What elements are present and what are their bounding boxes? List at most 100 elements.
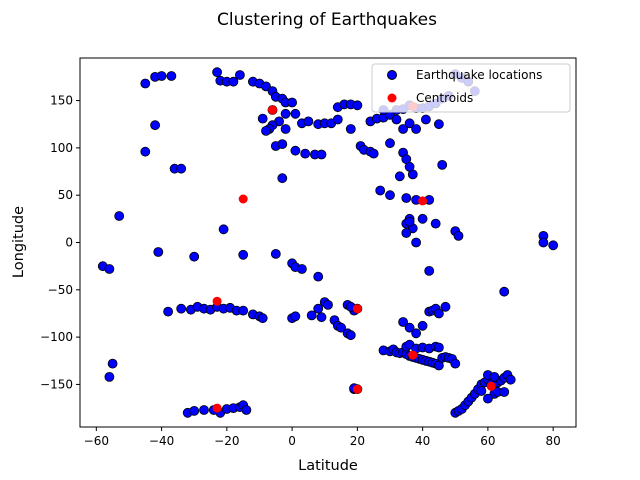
- data-point: [176, 163, 187, 174]
- data-point: [411, 237, 422, 248]
- axes-frame: [80, 58, 576, 427]
- data-point: [411, 328, 422, 339]
- legend-marker-points: [387, 70, 397, 80]
- centroid-point: [212, 296, 222, 306]
- centroid-point: [268, 105, 277, 115]
- data-point: [548, 240, 559, 251]
- data-point: [257, 113, 268, 124]
- x-tick-label: −40: [149, 434, 174, 448]
- data-point: [332, 114, 343, 125]
- y-axis-label: Longitude: [11, 206, 27, 278]
- data-point: [296, 264, 307, 274]
- data-point: [345, 124, 356, 134]
- chart-title: Clustering of Earthquakes: [217, 10, 437, 30]
- data-point: [430, 218, 441, 229]
- centroid-point: [238, 194, 248, 204]
- x-tick-label: 80: [546, 434, 561, 448]
- data-point: [303, 116, 314, 127]
- data-point: [433, 119, 444, 130]
- y-tick-label: −50: [48, 283, 73, 297]
- data-point: [345, 330, 356, 341]
- data-point: [104, 371, 115, 382]
- data-point: [176, 303, 187, 314]
- data-point: [290, 311, 301, 322]
- data-point: [280, 124, 291, 134]
- data-point: [411, 124, 422, 134]
- data-point: [199, 405, 209, 415]
- data-point: [104, 264, 115, 274]
- legend: Earthquake locations Centroids: [371, 63, 571, 113]
- data-point: [228, 76, 239, 87]
- x-tick-label: 40: [415, 434, 430, 448]
- data-point: [150, 120, 161, 131]
- data-point: [398, 317, 409, 327]
- data-point: [107, 358, 118, 369]
- data-point: [287, 97, 298, 108]
- data-point: [404, 216, 415, 227]
- data-point: [189, 405, 200, 416]
- x-tick-label: −20: [214, 434, 239, 448]
- legend-label-centroids: Centroids: [416, 91, 473, 105]
- centroids-layer: [212, 101, 496, 413]
- y-tick-label: −100: [40, 330, 73, 344]
- data-point: [368, 148, 379, 159]
- data-point: [323, 299, 333, 310]
- centroid-point: [408, 350, 418, 360]
- data-point: [261, 125, 271, 136]
- data-point: [352, 100, 363, 111]
- data-point: [316, 149, 327, 160]
- data-point: [391, 114, 402, 125]
- data-point: [489, 371, 500, 382]
- x-tick-label: 60: [480, 434, 495, 448]
- data-point: [453, 230, 464, 241]
- data-point: [277, 139, 288, 150]
- data-point: [163, 306, 174, 317]
- data-point: [450, 358, 461, 369]
- data-point: [482, 393, 493, 404]
- data-point: [401, 228, 412, 238]
- data-point: [218, 224, 229, 235]
- data-point: [257, 313, 268, 324]
- y-tick-label: 150: [50, 94, 73, 108]
- x-tick-label: 0: [288, 434, 296, 448]
- data-point: [424, 265, 435, 276]
- data-point: [140, 78, 151, 89]
- plot-area: −60 −40 −20 0 20 40 60 80 −150 −100 −50 0 50 100 150: [40, 57, 577, 448]
- data-point: [313, 271, 324, 282]
- data-point: [270, 248, 281, 259]
- data-point: [156, 71, 167, 81]
- centroid-point: [212, 403, 222, 413]
- data-point: [290, 145, 301, 156]
- centroid-point: [352, 304, 362, 314]
- data-point: [401, 193, 412, 203]
- data-point: [417, 213, 428, 224]
- data-point: [505, 374, 516, 385]
- data-point: [433, 308, 444, 319]
- data-point: [261, 81, 271, 92]
- x-tick-label: 20: [350, 434, 365, 448]
- data-point: [476, 386, 487, 396]
- data-point: [241, 405, 252, 415]
- y-tick-label: 100: [50, 141, 73, 155]
- data-point: [420, 114, 431, 125]
- data-point: [440, 301, 451, 312]
- data-point: [238, 305, 249, 316]
- legend-label-points: Earthquake locations: [416, 68, 542, 82]
- y-tick-label: 50: [58, 188, 73, 202]
- centroid-point: [486, 381, 496, 391]
- data-point: [212, 67, 223, 78]
- data-point: [336, 322, 347, 333]
- data-point: [394, 171, 405, 182]
- data-point: [277, 173, 288, 184]
- data-point: [166, 71, 177, 81]
- x-ticks: −60 −40 −20 0 20 40 60 80: [84, 427, 561, 448]
- data-point: [385, 138, 395, 149]
- data-point: [538, 237, 549, 248]
- legend-box: [371, 63, 571, 113]
- x-axis-label: Latitude: [298, 458, 358, 474]
- centroid-point: [352, 384, 362, 394]
- data-point: [404, 322, 415, 333]
- data-point: [140, 146, 151, 157]
- data-point: [433, 342, 444, 353]
